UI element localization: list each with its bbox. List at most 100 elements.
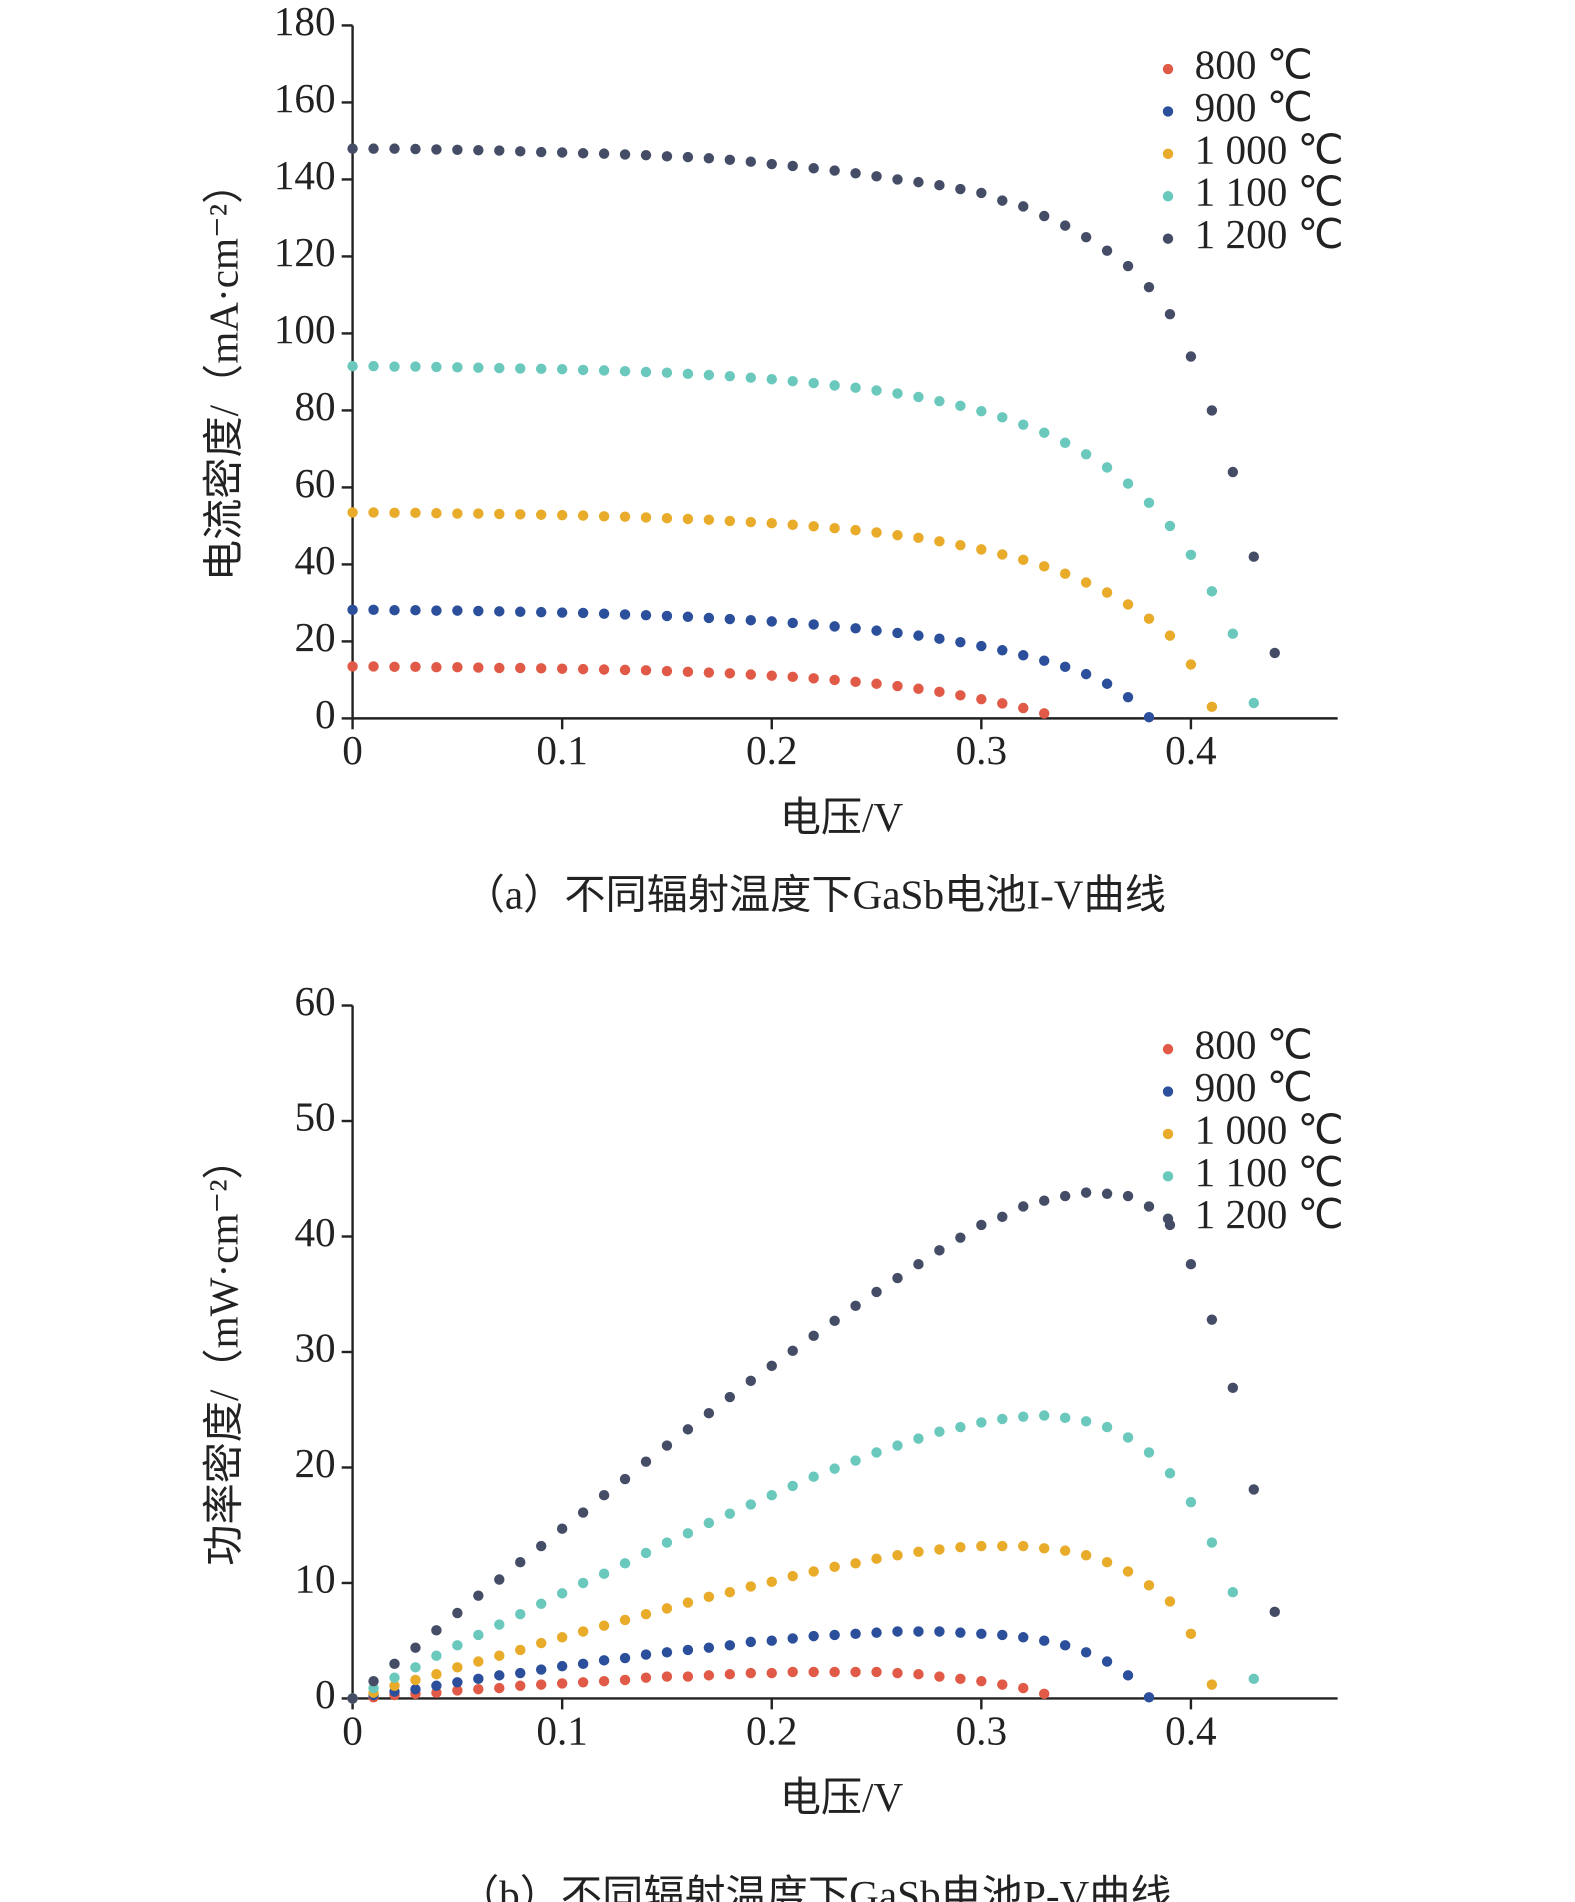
data-point	[745, 1636, 757, 1648]
data-point	[745, 1667, 757, 1679]
data-point	[452, 508, 463, 519]
data-point	[598, 1675, 610, 1687]
data-point	[515, 1608, 526, 1620]
data-point	[829, 380, 840, 391]
data-point	[787, 1633, 798, 1644]
legend-marker	[1162, 148, 1174, 160]
data-point	[1039, 655, 1050, 666]
data-point	[1039, 1410, 1050, 1421]
data-point	[452, 605, 463, 616]
data-point	[850, 1628, 861, 1640]
data-point	[452, 1640, 463, 1651]
data-point	[955, 1541, 966, 1553]
data-point	[703, 514, 715, 525]
legend-label: 1 000 ℃	[1195, 126, 1344, 172]
data-point	[955, 690, 966, 701]
data-point	[955, 1421, 966, 1433]
data-point	[997, 1679, 1008, 1690]
data-point	[724, 370, 736, 382]
data-point	[431, 1650, 442, 1661]
data-point	[1143, 1580, 1155, 1591]
data-point	[787, 1480, 798, 1492]
data-point	[955, 1627, 966, 1638]
data-point	[515, 606, 526, 617]
data-point	[577, 1507, 589, 1518]
data-point	[766, 1635, 777, 1646]
data-point	[473, 1684, 484, 1695]
data-point	[1122, 1670, 1134, 1681]
data-point	[389, 507, 400, 519]
y-axis-title: 功率密度/（mW·cm⁻²）	[200, 1138, 246, 1565]
data-point	[1101, 1421, 1113, 1433]
y-tick-label: 10	[294, 1555, 335, 1601]
data-point	[1269, 647, 1280, 659]
data-point	[515, 509, 526, 520]
data-point	[829, 674, 840, 686]
data-point	[724, 1669, 736, 1680]
data-point	[724, 154, 736, 166]
data-point	[1122, 599, 1134, 610]
data-point	[1059, 1640, 1071, 1651]
data-point	[1018, 702, 1029, 714]
data-point	[389, 605, 400, 616]
data-point	[913, 176, 924, 188]
data-point	[640, 1672, 652, 1683]
data-point	[1143, 712, 1155, 723]
data-point	[1039, 427, 1050, 438]
data-point	[976, 187, 987, 199]
data-point	[829, 1315, 840, 1327]
data-point	[934, 1426, 945, 1437]
data-point	[347, 360, 358, 372]
data-point	[871, 527, 882, 538]
x-tick-label: 0.4	[1165, 1707, 1216, 1753]
data-point	[598, 1620, 610, 1631]
data-point	[934, 179, 945, 191]
data-point	[808, 673, 819, 684]
data-point	[598, 511, 610, 522]
data-point	[682, 513, 694, 525]
data-point	[452, 661, 463, 673]
data-point	[389, 1672, 400, 1683]
data-point	[410, 605, 421, 616]
data-point	[640, 1547, 652, 1559]
data-point	[1018, 1201, 1029, 1212]
data-point	[892, 1440, 903, 1451]
data-point	[473, 1656, 484, 1667]
data-point	[556, 509, 568, 521]
y-tick-label: 0	[315, 691, 336, 737]
legend-label: 800 ℃	[1195, 42, 1313, 88]
data-point	[1206, 1537, 1218, 1548]
data-point	[682, 368, 694, 380]
data-point	[1059, 661, 1071, 673]
data-point	[431, 1625, 442, 1636]
data-point	[535, 606, 547, 618]
data-point	[913, 1626, 924, 1637]
data-point	[1080, 449, 1092, 460]
data-point	[913, 532, 924, 544]
data-point	[871, 1553, 882, 1564]
data-point	[997, 645, 1008, 656]
data-point	[431, 507, 442, 519]
data-point	[431, 144, 442, 155]
data-point	[1143, 1447, 1155, 1458]
data-point	[598, 664, 610, 675]
data-point	[682, 151, 694, 163]
data-point	[703, 369, 715, 381]
data-point	[850, 382, 861, 393]
data-point	[871, 678, 882, 689]
y-tick-label: 100	[274, 306, 336, 352]
data-point	[1080, 577, 1092, 588]
data-point	[661, 1440, 673, 1451]
data-point	[410, 1684, 421, 1695]
data-point	[955, 400, 966, 412]
data-point	[850, 1558, 861, 1569]
data-point	[1206, 405, 1218, 416]
data-point	[515, 1556, 526, 1568]
data-point	[431, 605, 442, 616]
data-point	[1122, 1566, 1134, 1577]
data-point	[997, 1211, 1008, 1223]
data-point	[347, 143, 358, 154]
data-point	[913, 1669, 924, 1680]
data-point	[535, 1637, 547, 1649]
